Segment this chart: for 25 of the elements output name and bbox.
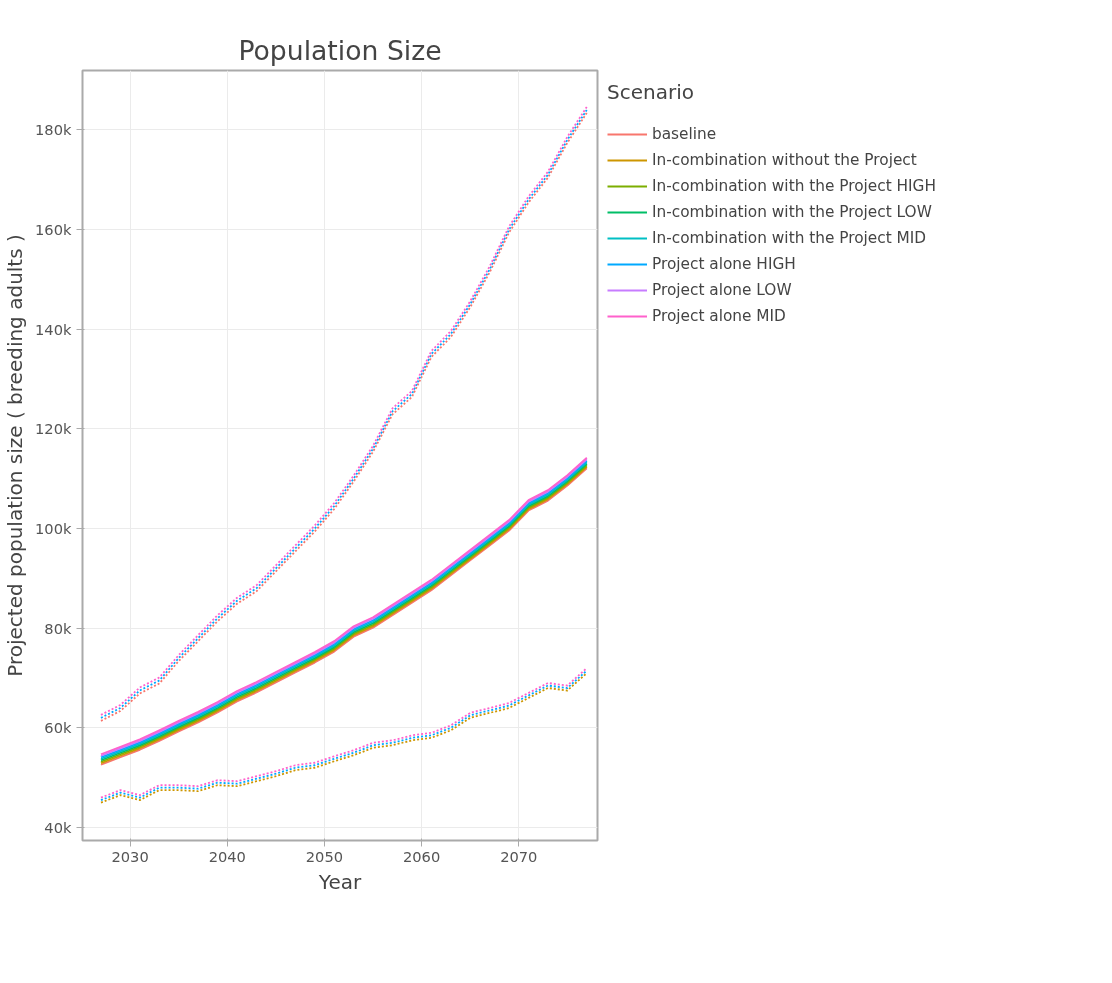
x-tick-label: 2050 (305, 847, 344, 865)
y-tick-label: 80k (44, 619, 73, 637)
y-tick-label: 100k (35, 520, 73, 538)
legend-label: In-combination with the Project LOW (652, 203, 932, 221)
x-tick-label: 2070 (500, 847, 538, 865)
x-axis-title: Year (317, 869, 362, 894)
legend-label: In-combination with the Project MID (652, 229, 927, 247)
legend-label: Project alone LOW (652, 281, 792, 299)
y-tick-label: 40k (44, 819, 73, 837)
y-tick-label: 60k (44, 719, 73, 737)
x-tick-label: 2040 (208, 847, 246, 865)
legend-label: baseline (652, 125, 717, 143)
y-axis-title: Projected population size ( breeding adults ) (3, 234, 28, 677)
legend-label: In-combination with the Project HIGH (652, 177, 937, 195)
chart-title: Population Size (238, 34, 442, 66)
y-tick-label: 180k (35, 121, 73, 139)
legend-title: Scenario (607, 80, 695, 104)
x-tick-label: 2060 (402, 847, 441, 865)
y-tick-label: 160k (35, 220, 73, 238)
legend-label: In-combination without the Project (652, 151, 917, 169)
legend-label: Project alone HIGH (652, 255, 796, 273)
y-tick-label: 140k (35, 320, 73, 338)
legend-label: Project alone MID (652, 307, 786, 325)
y-tick-label: 120k (35, 420, 73, 438)
x-tick-label: 2030 (111, 847, 149, 865)
